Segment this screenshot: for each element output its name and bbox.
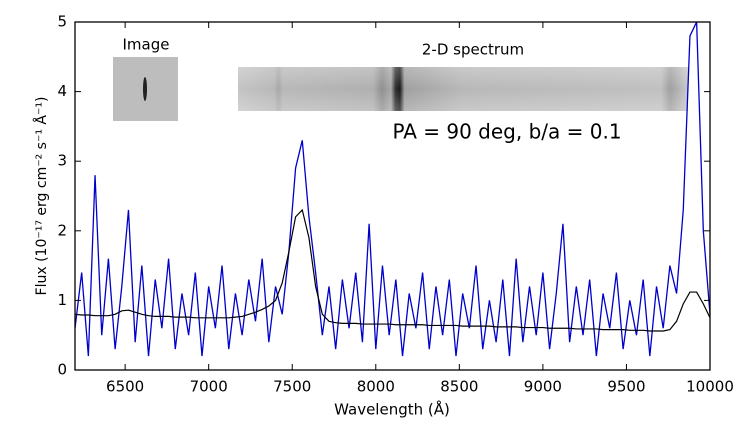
x-tick-label: 6500 xyxy=(106,378,144,396)
spectrum-line xyxy=(75,208,710,332)
x-tick-label: 8000 xyxy=(357,378,395,396)
y-tick-label: 3 xyxy=(57,152,67,170)
annotation: 2-D spectrum xyxy=(422,41,524,59)
x-tick-label: 8500 xyxy=(440,378,478,396)
y-tick-label: 1 xyxy=(57,291,67,309)
insets xyxy=(113,57,688,121)
spectrum-fade xyxy=(238,67,688,111)
x-axis-label: Wavelength (Å) xyxy=(334,400,450,419)
plot-area xyxy=(75,22,710,357)
y-tick-label: 2 xyxy=(57,221,67,239)
galaxy-image xyxy=(143,77,147,101)
x-tick-label: 9500 xyxy=(607,378,645,396)
x-tick-label: 7000 xyxy=(190,378,228,396)
x-tick-label: 7500 xyxy=(273,378,311,396)
spectrum-line xyxy=(75,22,710,357)
annotation: PA = 90 deg, b/a = 0.1 xyxy=(392,120,621,144)
x-tick-label: 10000 xyxy=(686,378,734,396)
plot-frame xyxy=(74,21,711,371)
annotation: Image xyxy=(123,36,170,54)
x-tick-label: 9000 xyxy=(524,378,562,396)
y-tick-label: 5 xyxy=(57,13,67,31)
y-tick-label: 0 xyxy=(57,361,67,379)
y-axis-label: Flux (10⁻¹⁷ erg cm⁻² s⁻¹ Å⁻¹) xyxy=(33,97,50,296)
y-tick-label: 4 xyxy=(57,82,67,100)
